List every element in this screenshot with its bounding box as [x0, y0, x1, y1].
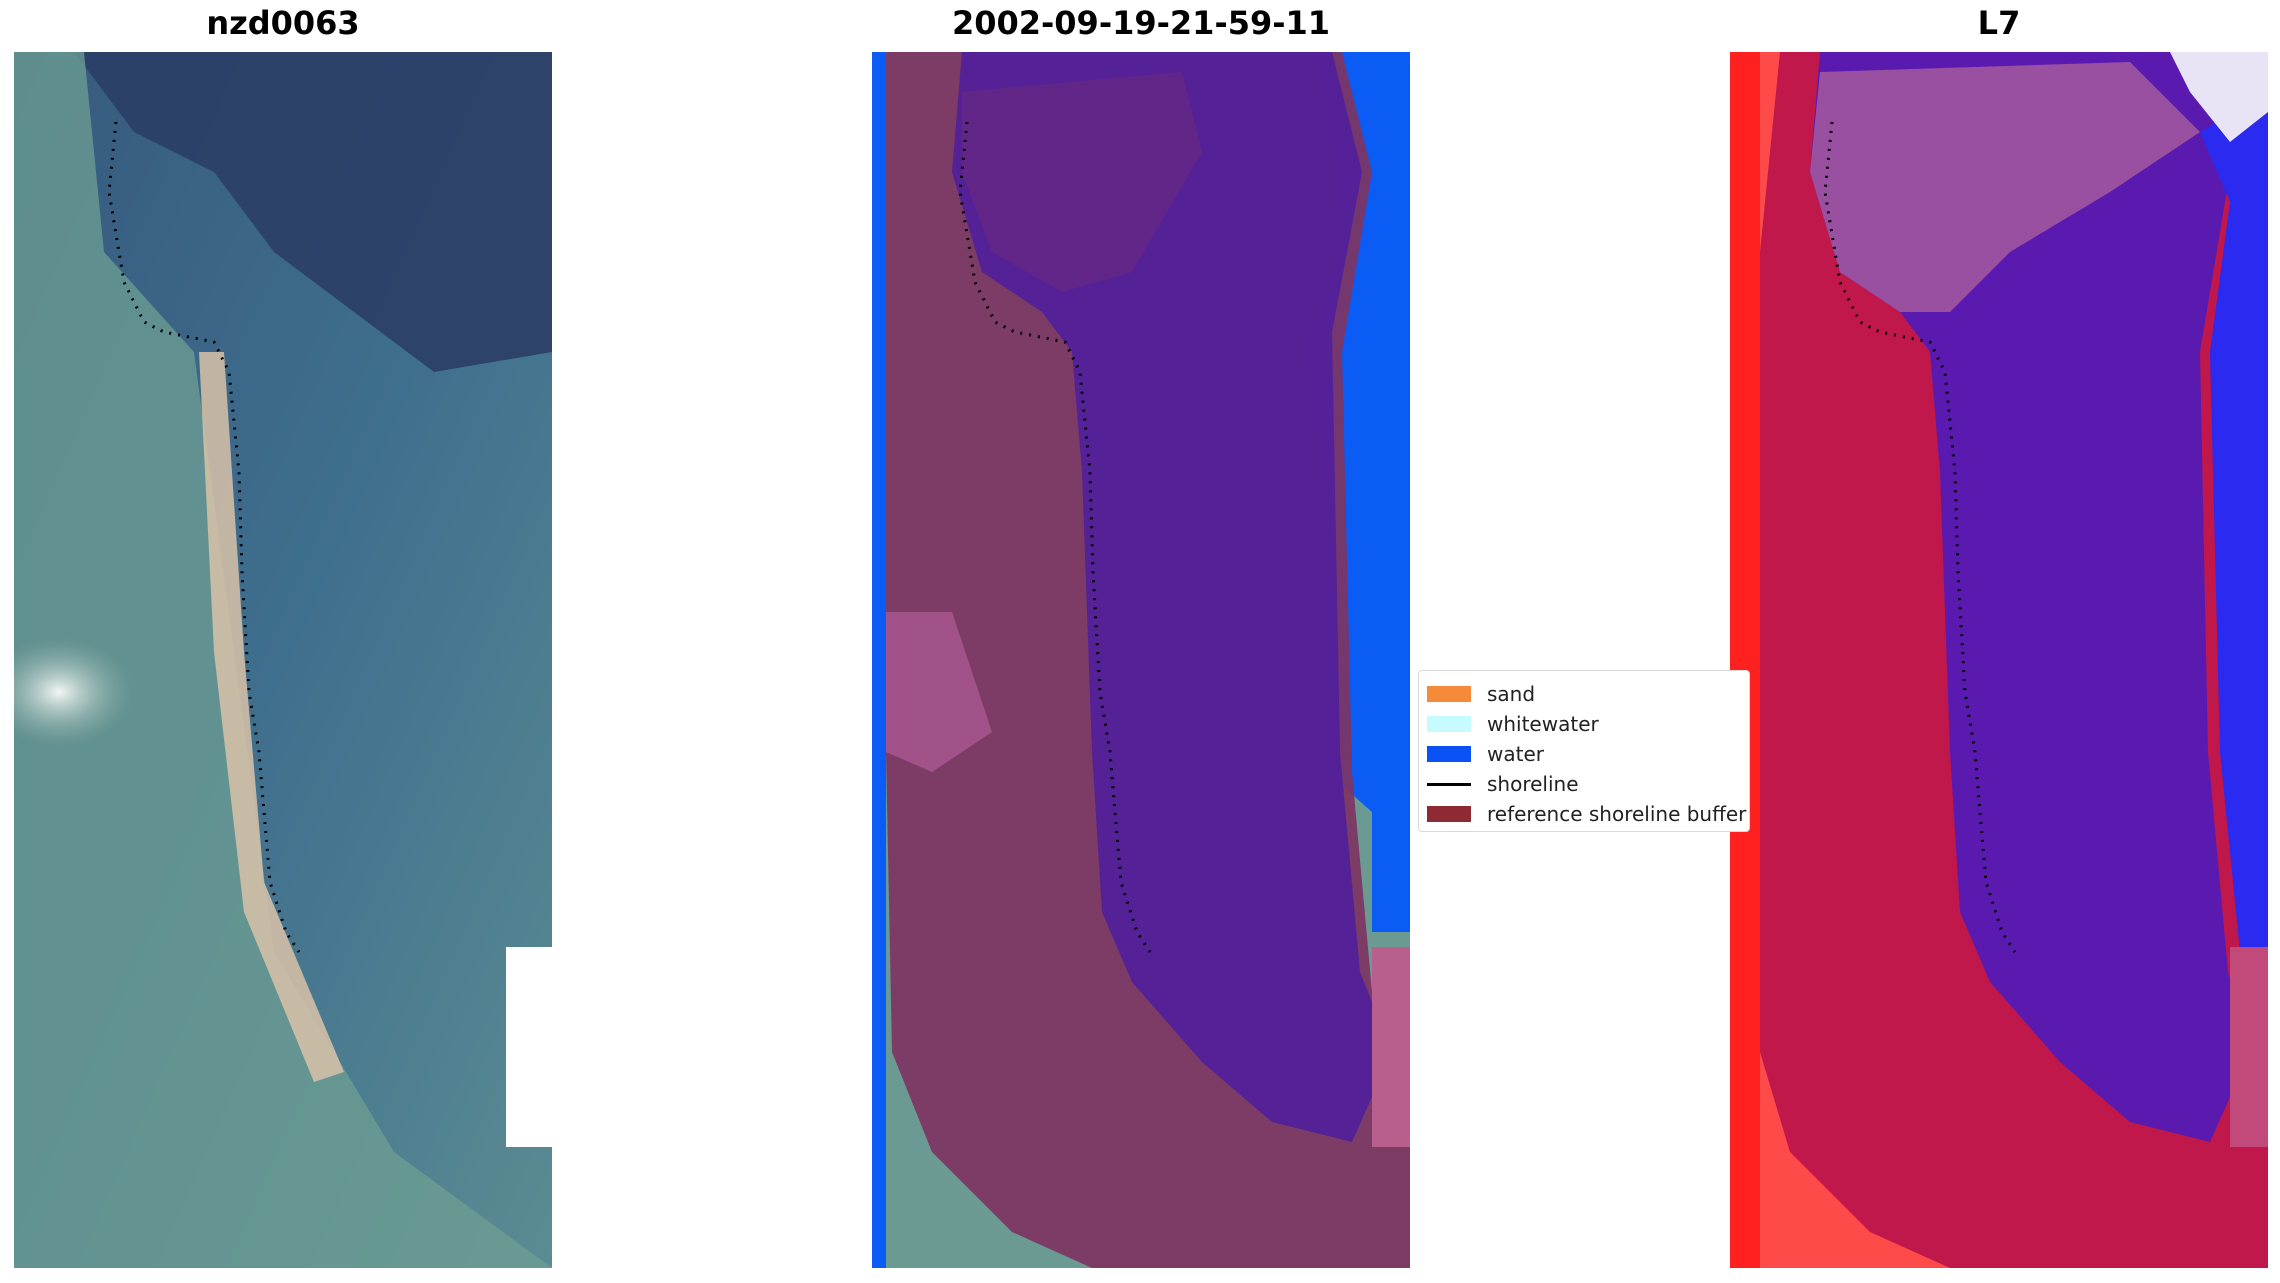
legend-line-shoreline [1427, 782, 1471, 786]
legend-item-whitewater: whitewater [1427, 711, 1599, 737]
legend-item-water: water [1427, 741, 1544, 767]
legend-item-sand: sand [1427, 681, 1535, 707]
shoreline-dotted [1823, 121, 2017, 953]
legend-swatch-whitewater [1427, 716, 1471, 732]
legend-swatch-buffer [1427, 806, 1471, 822]
legend-label-buffer: reference shoreline buffer [1487, 802, 1747, 826]
panel-rgb: nzd0063 [14, 0, 552, 1283]
rgb-satellite-image [14, 52, 552, 1268]
legend-label-water: water [1487, 742, 1544, 766]
panel-title-satellite: L7 [1977, 4, 2021, 42]
legend-item-shoreline: shoreline [1427, 771, 1579, 797]
legend-swatch-sand [1427, 686, 1471, 702]
classification-overlay-image [872, 52, 1410, 1268]
panel-classification: 2002-09-19-21-59-11 [872, 0, 1410, 1283]
legend-label-sand: sand [1487, 682, 1536, 706]
shoreline-dotted [958, 121, 1152, 953]
legend-label-shoreline: shoreline [1487, 772, 1579, 796]
legend-item-buffer: reference shoreline buffer [1427, 801, 1746, 827]
l7-index-image [1730, 52, 2268, 1268]
shoreline-dotted [107, 121, 301, 953]
legend-label-whitewater: whitewater [1487, 712, 1599, 736]
legend: sand whitewater water shoreline referenc… [1418, 670, 1750, 832]
panel-title-site: nzd0063 [206, 4, 360, 42]
panel-title-date: 2002-09-19-21-59-11 [951, 4, 1331, 42]
legend-swatch-water [1427, 746, 1471, 762]
panel-l7: L7 [1730, 0, 2268, 1283]
